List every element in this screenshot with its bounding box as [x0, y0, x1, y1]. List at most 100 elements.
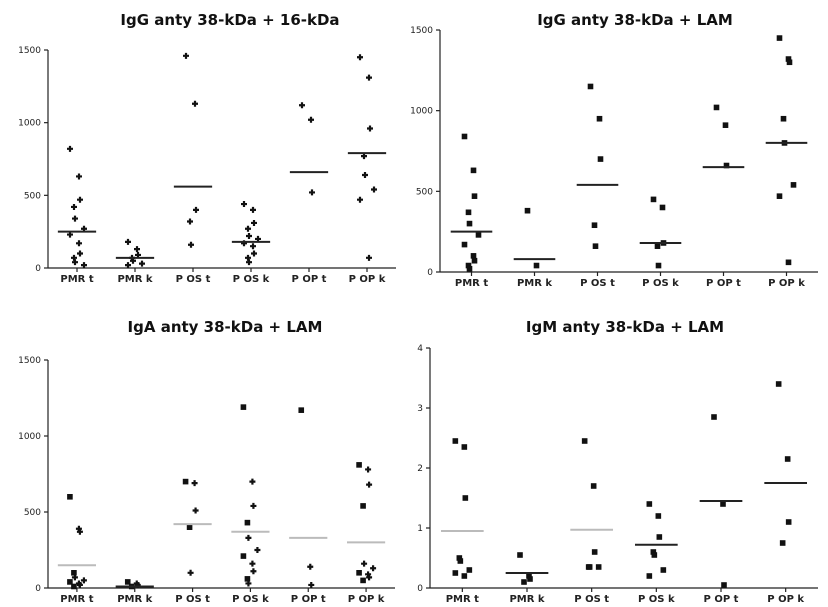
data-point [461, 573, 468, 579]
data-point [250, 502, 257, 509]
data-point [366, 74, 372, 81]
data-point [188, 241, 194, 248]
data-point [595, 564, 602, 570]
y-tick-label: 1500 [18, 46, 41, 56]
data-point [591, 222, 598, 229]
data-point [721, 582, 727, 588]
data-point [307, 563, 314, 570]
data-point [125, 262, 131, 269]
data-point [67, 494, 73, 500]
data-point [533, 262, 540, 269]
data-point [240, 404, 247, 410]
data-point [71, 574, 78, 581]
data-point [251, 250, 257, 257]
data-point [244, 519, 251, 526]
x-tick-label: P OS t [574, 594, 609, 605]
data-point [251, 219, 257, 226]
data-point [779, 540, 786, 546]
data-point [452, 438, 459, 444]
x-tick-label: P OP k [768, 278, 805, 289]
data-point [356, 570, 362, 576]
data-point [786, 59, 793, 66]
data-point [475, 232, 482, 238]
chart-title: IgA anty 38-kDa + LAM [128, 318, 323, 336]
data-point [67, 579, 73, 585]
data-point [651, 552, 658, 558]
data-point [597, 156, 604, 162]
data-point [654, 243, 661, 249]
data-point [360, 503, 366, 509]
data-point [366, 481, 373, 488]
data-point [183, 52, 189, 59]
data-point [461, 241, 468, 248]
data-point [241, 201, 247, 208]
data-point [452, 570, 459, 576]
chart-panel-igg-16kda: IgG anty 38-kDa + 16-kDa 0 500 1000 1500 PMR… [18, 11, 396, 285]
chart-title: IgG anty 38-kDa + LAM [537, 11, 733, 29]
data-point [650, 549, 657, 555]
data-point [521, 579, 527, 585]
x-tick-label: P OS k [232, 594, 269, 605]
data-point [659, 204, 666, 211]
data-point [457, 558, 464, 564]
y-tick-label: 3 [417, 404, 423, 414]
data-point [76, 581, 83, 588]
data-point [366, 574, 373, 581]
data-point [245, 225, 251, 232]
data-point [590, 483, 597, 489]
data-point [524, 207, 531, 214]
data-point [361, 560, 368, 567]
x-tick-label: P OS k [642, 278, 679, 289]
data-point [527, 576, 533, 582]
data-point [646, 501, 653, 507]
x-tick-label: PMR t [446, 594, 479, 605]
data-point [785, 259, 792, 266]
data-point [186, 524, 193, 530]
data-point [592, 243, 599, 249]
data-point [308, 116, 314, 123]
x-tick-label: P OS t [580, 278, 615, 289]
data-point [182, 478, 189, 485]
data-point [250, 206, 256, 213]
x-tick-label: P OS k [638, 594, 675, 605]
x-tick-label: P OP t [704, 594, 739, 605]
data-point [246, 259, 252, 266]
chart-panel-igg-lam: IgG anty 38-kDa + LAM 0 500 1000 1500 PMR t P… [410, 11, 818, 289]
data-point [193, 206, 199, 213]
data-point [309, 189, 315, 196]
x-tick-label: PMR k [117, 594, 152, 605]
data-point [776, 35, 783, 41]
data-point [722, 122, 729, 128]
data-point [470, 167, 477, 174]
data-point [245, 580, 252, 587]
y-tick-label: 0 [417, 584, 423, 594]
x-tick-label: P OP k [348, 594, 385, 605]
data-point [775, 381, 782, 387]
x-tick-label: P OS k [233, 274, 270, 285]
data-point [784, 456, 791, 462]
data-point [77, 196, 83, 203]
data-point [250, 243, 256, 250]
y-tick-label: 500 [24, 508, 41, 518]
data-point [586, 564, 593, 570]
data-point [790, 182, 797, 188]
y-tick-label: 2 [417, 464, 423, 474]
data-point [357, 196, 363, 203]
y-tick-label: 500 [416, 187, 433, 197]
y-tick-label: 1500 [410, 26, 433, 36]
data-point [650, 196, 657, 203]
data-point [249, 478, 256, 485]
data-point [776, 193, 783, 199]
y-tick-label: 0 [35, 264, 41, 274]
data-point [596, 115, 603, 122]
data-point [780, 115, 787, 122]
data-point [723, 162, 730, 169]
data-point [76, 240, 82, 247]
x-tick-label: PMR t [455, 278, 488, 289]
data-point [660, 567, 667, 573]
data-point [72, 259, 78, 266]
data-point [125, 238, 131, 245]
data-point [471, 193, 478, 199]
y-tick-label: 1500 [18, 356, 41, 366]
data-point [72, 215, 78, 222]
